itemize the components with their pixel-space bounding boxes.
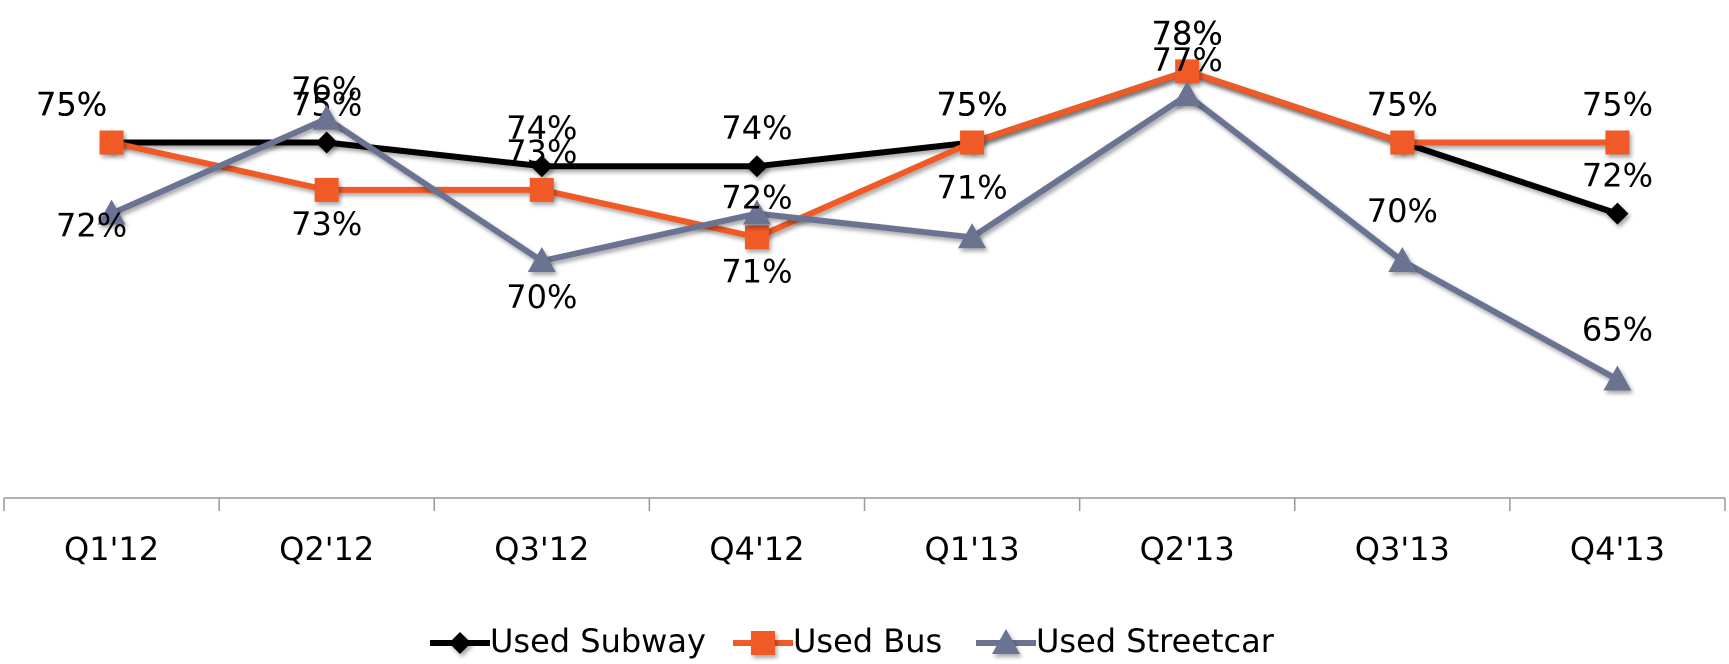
marker <box>1388 247 1417 272</box>
marker <box>960 130 985 155</box>
data-label: 77% <box>1152 41 1223 79</box>
data-label: 73% <box>291 205 362 243</box>
data-label: 72% <box>56 207 127 245</box>
legend-item: Used Bus <box>733 622 942 660</box>
marker <box>1605 130 1630 155</box>
marker <box>527 247 556 272</box>
data-label: 76% <box>291 70 362 108</box>
series-line <box>110 68 1618 241</box>
legend-item: Used Subway <box>430 622 706 660</box>
marker <box>745 155 768 178</box>
data-label: 75% <box>937 86 1008 124</box>
marker <box>1606 202 1629 225</box>
data-label: 72% <box>1582 157 1653 195</box>
marker <box>315 131 338 154</box>
marker <box>1173 81 1202 107</box>
data-label: 71% <box>937 168 1008 206</box>
marker <box>449 632 471 654</box>
data-label: 71% <box>721 252 792 290</box>
marker <box>529 177 554 202</box>
marker <box>958 223 987 249</box>
data-label: 70% <box>506 278 577 316</box>
x-tick-label: Q3'12 <box>494 530 589 568</box>
data-label: 75% <box>36 86 107 124</box>
data-label: 78% <box>1152 14 1223 52</box>
marker <box>992 629 1020 654</box>
data-label: 78% <box>1152 14 1223 52</box>
marker <box>97 199 126 225</box>
marker <box>742 199 771 225</box>
data-label: 72% <box>721 179 792 217</box>
x-tick-label: Q1'13 <box>925 530 1020 568</box>
marker <box>1175 59 1200 84</box>
legend-label: Used Bus <box>793 622 942 660</box>
marker <box>744 225 769 250</box>
data-label: 65% <box>1582 311 1653 349</box>
marker <box>530 155 553 178</box>
marker <box>314 177 339 202</box>
marker <box>312 104 341 130</box>
data-label: 75% <box>36 86 107 124</box>
marker <box>1603 365 1632 391</box>
marker <box>751 631 775 655</box>
data-label: 75% <box>1367 86 1438 124</box>
legend-label: Used Streetcar <box>1036 622 1275 660</box>
legend-label: Used Subway <box>490 622 706 660</box>
data-label: 75% <box>937 86 1008 124</box>
data-label: 70% <box>1367 192 1438 230</box>
data-label: 75% <box>1367 86 1438 124</box>
data-label: 74% <box>721 109 792 147</box>
marker <box>1390 130 1415 155</box>
data-label: 74% <box>506 109 577 147</box>
series-line <box>110 92 1619 383</box>
x-tick-label: Q4'12 <box>709 530 804 568</box>
legend-item: Used Streetcar <box>976 622 1275 660</box>
x-tick-label: Q1'12 <box>64 530 159 568</box>
x-tick-label: Q4'13 <box>1570 530 1665 568</box>
marker <box>99 130 124 155</box>
x-tick-label: Q3'13 <box>1355 530 1450 568</box>
x-tick-label: Q2'12 <box>279 530 374 568</box>
data-label: 73% <box>506 133 577 171</box>
x-tick-label: Q2'13 <box>1140 530 1235 568</box>
data-label: 75% <box>1582 86 1653 124</box>
